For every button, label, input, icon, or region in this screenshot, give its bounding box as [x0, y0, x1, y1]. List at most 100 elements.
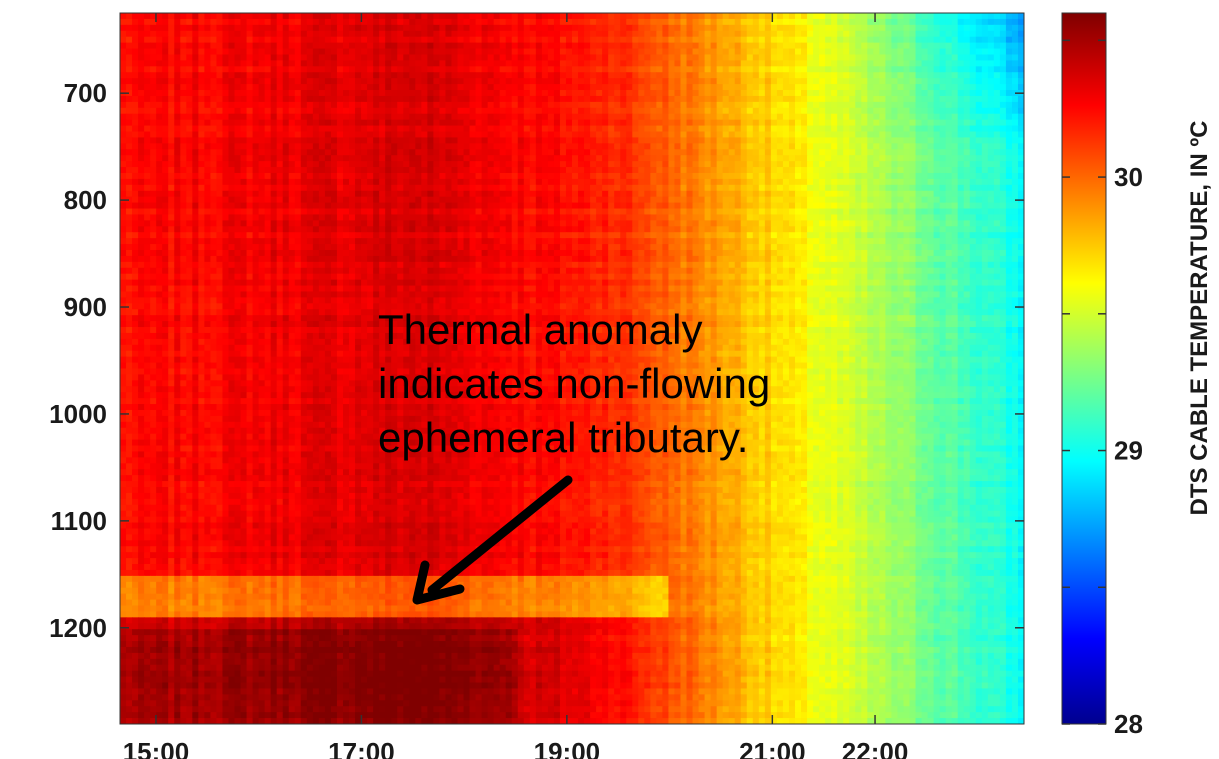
heatmap-cell	[318, 119, 326, 127]
heatmap-cell	[403, 167, 410, 174]
heatmap-cell	[517, 178, 525, 186]
heatmap-cell	[716, 178, 724, 186]
heatmap-cell	[355, 155, 362, 162]
heatmap-cell	[644, 161, 651, 168]
heatmap-cell	[306, 137, 314, 144]
heatmap-cell	[794, 48, 802, 56]
heatmap-cell	[234, 84, 242, 91]
heatmap-cell	[788, 48, 796, 56]
heatmap-cell	[981, 125, 989, 133]
heatmap-cell	[813, 30, 820, 38]
heatmap-cell	[391, 54, 398, 61]
heatmap-cell	[879, 196, 886, 204]
heatmap-cell	[957, 172, 965, 180]
heatmap-cell	[415, 101, 422, 109]
heatmap-cell	[210, 78, 218, 85]
heatmap-cell	[632, 184, 639, 192]
heatmap-cell	[240, 131, 248, 139]
heatmap-cell	[794, 42, 802, 50]
heatmap-cell	[903, 143, 911, 150]
heatmap-cell	[632, 107, 639, 115]
heatmap-cell	[993, 24, 1001, 32]
heatmap-cell	[975, 101, 983, 109]
heatmap-cell	[638, 125, 645, 133]
heatmap-cell	[541, 48, 549, 56]
heatmap-cell	[306, 202, 314, 210]
heatmap-cell	[282, 84, 290, 91]
heatmap-cell	[210, 167, 218, 174]
heatmap-cell	[517, 18, 525, 26]
heatmap-cell	[330, 167, 338, 174]
heatmap-cell	[276, 125, 284, 133]
heatmap-cell	[722, 84, 730, 91]
heatmap-cell	[644, 24, 651, 32]
heatmap-cell	[891, 78, 899, 85]
heatmap-cell	[626, 36, 633, 44]
heatmap-cell	[1017, 143, 1024, 150]
heatmap-cell	[559, 107, 567, 115]
heatmap-cell	[764, 196, 772, 204]
heatmap-cell	[180, 119, 187, 127]
heatmap-cell	[523, 202, 531, 210]
heatmap-cell	[843, 78, 850, 85]
heatmap-cell	[198, 18, 205, 26]
heatmap-cell	[825, 18, 832, 26]
heatmap-cell	[264, 48, 272, 56]
heatmap-cell	[614, 119, 621, 127]
heatmap-cell	[668, 167, 676, 174]
heatmap-cell	[282, 137, 290, 144]
heatmap-cell	[186, 119, 193, 127]
heatmap-cell	[282, 13, 290, 20]
heatmap-cell	[590, 60, 597, 67]
heatmap-cell	[1005, 48, 1013, 56]
heatmap-cell	[403, 149, 410, 156]
heatmap-cell	[246, 208, 254, 216]
heatmap-cell	[933, 184, 941, 192]
heatmap-cell	[614, 143, 621, 150]
heatmap-cell	[734, 178, 742, 186]
heatmap-cell	[403, 30, 410, 38]
heatmap-cell	[728, 13, 736, 20]
heatmap-cell	[168, 101, 175, 109]
heatmap-cell	[999, 178, 1007, 186]
heatmap-cell	[746, 131, 754, 139]
heatmap-cell	[819, 84, 826, 91]
heatmap-cell	[324, 149, 332, 156]
heatmap-cell	[132, 48, 139, 56]
heatmap-cell	[132, 155, 139, 162]
heatmap-cell	[867, 178, 874, 186]
heatmap-cell	[156, 119, 163, 127]
heatmap-cell	[144, 161, 151, 168]
heatmap-cell	[246, 184, 254, 192]
heatmap-cell	[776, 202, 784, 210]
heatmap-cell	[234, 78, 242, 85]
heatmap-cell	[361, 143, 368, 150]
heatmap-cell	[650, 18, 657, 26]
heatmap-cell	[475, 24, 483, 32]
heatmap-cell	[584, 84, 591, 91]
heatmap-cell	[439, 137, 447, 144]
heatmap-cell	[855, 78, 862, 85]
heatmap-cell	[342, 72, 350, 79]
heatmap-cell	[704, 84, 712, 91]
heatmap-cell	[837, 30, 844, 38]
heatmap-cell	[692, 119, 700, 127]
heatmap-cell	[668, 190, 676, 198]
heatmap-cell	[126, 172, 133, 180]
heatmap-cell	[734, 48, 742, 56]
heatmap-cell	[722, 101, 730, 109]
heatmap-cell	[650, 90, 657, 97]
heatmap-cell	[138, 202, 145, 210]
heatmap-cell	[511, 190, 519, 198]
heatmap-cell	[391, 149, 398, 156]
heatmap-cell	[379, 54, 386, 61]
heatmap-cell	[891, 101, 899, 109]
heatmap-cell	[662, 184, 670, 192]
heatmap-cell	[638, 48, 645, 56]
heatmap-cell	[397, 18, 404, 26]
heatmap-cell	[602, 113, 609, 121]
heatmap-cell	[861, 125, 868, 133]
heatmap-cell	[776, 190, 784, 198]
heatmap-cell	[192, 161, 199, 168]
